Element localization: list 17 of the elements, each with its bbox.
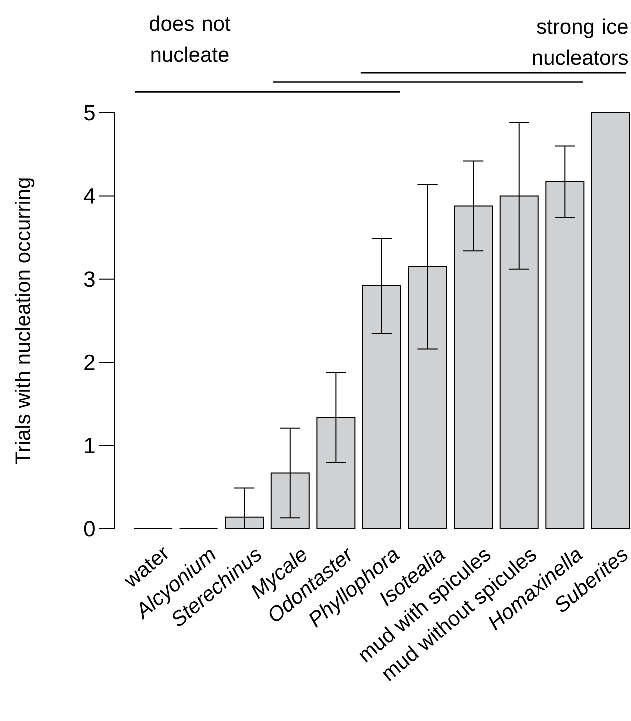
y-tick-label: 4 (84, 188, 96, 204)
bar (454, 206, 493, 529)
y-tick-label: 1 (85, 438, 95, 454)
bar (362, 286, 401, 529)
bar (500, 196, 538, 529)
text: does not nucleate (150, 16, 231, 62)
y-tick-label: 3 (84, 272, 95, 288)
bar (317, 418, 356, 529)
y-tick-label: 5 (84, 105, 95, 121)
bar (591, 112, 630, 530)
y-tick-label: 2 (84, 354, 95, 370)
bar (408, 266, 447, 529)
text: strong ice nucleators (533, 18, 628, 66)
y-tick-label: 0 (84, 521, 95, 537)
y-axis-title: Trials with nucleation occurring (15, 178, 35, 464)
bar (271, 473, 310, 529)
bar (546, 182, 584, 529)
